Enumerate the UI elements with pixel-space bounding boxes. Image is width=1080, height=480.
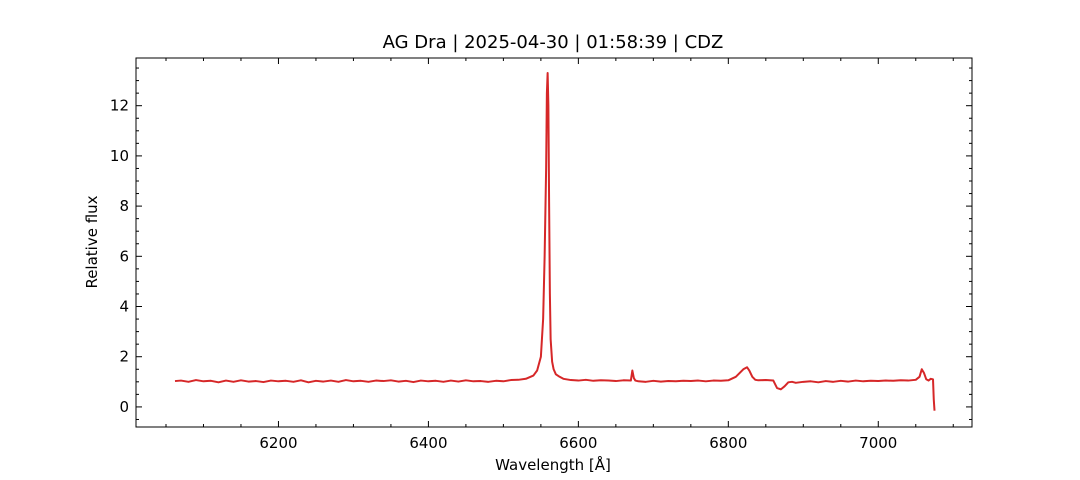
plot-frame [135, 57, 973, 428]
plot-area [174, 72, 936, 411]
y-tick-label: 2 [119, 348, 129, 366]
x-tick-label: 6800 [709, 434, 747, 452]
y-tick-label: 12 [110, 97, 129, 115]
y-tick-label: 6 [119, 247, 129, 265]
x-tick-label: 6400 [409, 434, 447, 452]
y-axis-label: Relative flux [83, 195, 101, 288]
x-axis-label: Wavelength [Å] [495, 455, 611, 474]
x-tick-label: 6200 [259, 434, 297, 452]
y-tick-label: 8 [119, 197, 129, 215]
x-tick-label: 7000 [859, 434, 897, 452]
x-tick-label: 6600 [559, 434, 597, 452]
chart-title: AG Dra | 2025-04-30 | 01:58:39 | CDZ [383, 32, 724, 53]
series-line-0 [174, 72, 936, 411]
y-tick-label: 4 [119, 298, 129, 316]
y-tick-label: 10 [110, 147, 129, 165]
y-tick-label: 0 [119, 398, 129, 416]
axis-ticks: 6200 6400 6600 6800 7000 0 2 4 6 8 10 12 [110, 58, 972, 452]
